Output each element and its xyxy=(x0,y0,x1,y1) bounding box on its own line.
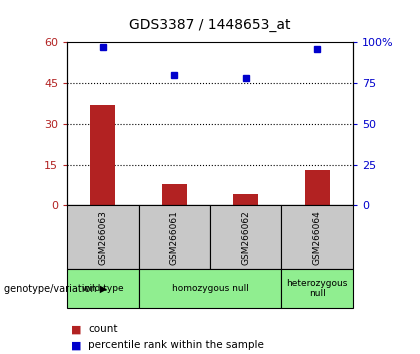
Bar xyxy=(304,170,330,205)
Bar xyxy=(139,269,281,308)
Text: count: count xyxy=(88,324,118,334)
Text: GSM266062: GSM266062 xyxy=(241,210,250,264)
Text: percentile rank within the sample: percentile rank within the sample xyxy=(88,340,264,350)
Bar xyxy=(233,194,258,205)
Bar xyxy=(67,269,139,308)
Bar xyxy=(210,205,281,269)
Text: GSM266063: GSM266063 xyxy=(98,210,108,265)
Text: GDS3387 / 1448653_at: GDS3387 / 1448653_at xyxy=(129,18,291,32)
Bar xyxy=(67,205,139,269)
Text: ■: ■ xyxy=(71,324,82,334)
Text: GSM266064: GSM266064 xyxy=(312,210,322,264)
Text: genotype/variation ▶: genotype/variation ▶ xyxy=(4,284,108,293)
Bar xyxy=(139,205,210,269)
Text: homozygous null: homozygous null xyxy=(171,284,249,293)
Bar xyxy=(162,184,187,205)
Bar xyxy=(90,105,116,205)
Text: wild type: wild type xyxy=(82,284,124,293)
Text: GSM266061: GSM266061 xyxy=(170,210,179,265)
Text: ■: ■ xyxy=(71,340,82,350)
Bar xyxy=(281,269,353,308)
Bar xyxy=(281,205,353,269)
Text: heterozygous
null: heterozygous null xyxy=(286,279,348,298)
